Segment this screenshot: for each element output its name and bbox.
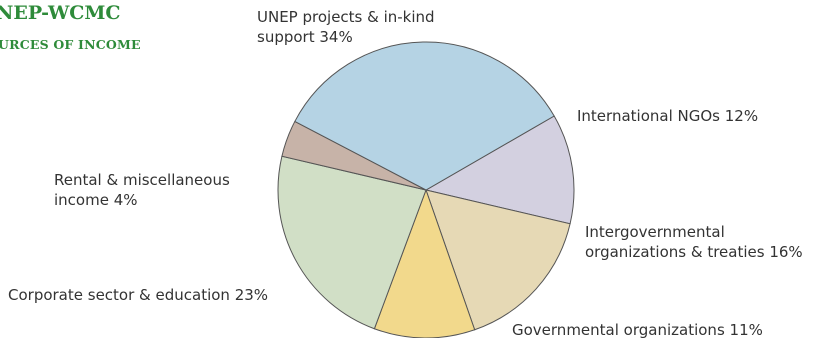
slice-label-intergovernmental: Intergovernmental organizations & treati…: [585, 223, 803, 261]
pie-slice-international-ngos: [424, 115, 575, 225]
pie-slice-corporate-sector-education: [277, 155, 427, 330]
slice-label-unep-projects: UNEP projects & in-kind support 34%: [257, 8, 435, 46]
slice-label-international-ngos: International NGOs 12%: [577, 107, 759, 125]
slice-label-rental: Rental & miscellaneous income 4%: [54, 171, 230, 209]
slice-label-governmental: Governmental organizations 11%: [512, 321, 763, 339]
chart-subtitle: URCES OF INCOME: [0, 37, 141, 52]
slice-label-corporate: Corporate sector & education 23%: [8, 286, 269, 304]
chart-title: NEP-WCMC: [0, 2, 121, 24]
pie-slice-unep-projects-in-kind-support: [294, 41, 555, 191]
pie-slice-intergovernmental-organizations-treaties: [425, 189, 571, 331]
